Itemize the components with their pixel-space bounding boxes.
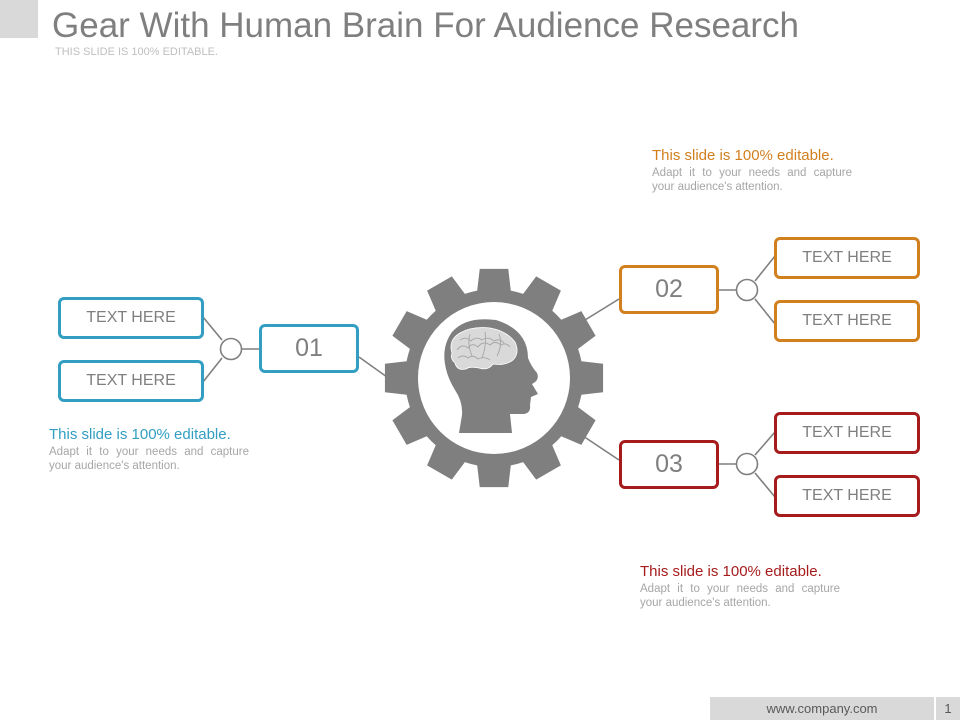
branch-03-note-heading: This slide is 100% editable. [640, 563, 822, 580]
branch-03-note-body: Adapt it to your needs and capture your … [640, 583, 840, 609]
connector-lines [202, 255, 776, 498]
branch-02-item-2[interactable]: TEXT HERE [774, 300, 920, 342]
branch-01-item-2[interactable]: TEXT HERE [58, 360, 204, 402]
branch-03-item-1[interactable]: TEXT HERE [774, 412, 920, 454]
junction-node [735, 452, 759, 476]
junction-nodes [219, 278, 759, 476]
slide-subtitle: THIS SLIDE IS 100% EDITABLE. [55, 46, 219, 58]
connector-line [754, 298, 776, 325]
gear-icon [384, 268, 604, 488]
connector-line [358, 356, 388, 378]
connector-line [582, 435, 620, 461]
brain-icon [450, 327, 518, 370]
connector-line [754, 431, 776, 456]
branch-02-number[interactable]: 02 [619, 265, 719, 314]
branch-01-item-1[interactable]: TEXT HERE [58, 297, 204, 339]
connector-line [202, 357, 223, 383]
connector-line [202, 316, 223, 341]
footer-website[interactable]: www.company.com [710, 697, 934, 720]
connector-line [754, 472, 776, 498]
branch-03-number[interactable]: 03 [619, 440, 719, 489]
junction-node [219, 337, 243, 361]
branch-01-number[interactable]: 01 [259, 324, 359, 373]
branch-03-note: This slide is 100% editable. Adapt it to… [640, 563, 852, 610]
branch-01-note-heading: This slide is 100% editable. [49, 426, 231, 443]
branch-01-note-body: Adapt it to your needs and capture your … [49, 446, 249, 472]
page-number: 1 [934, 697, 960, 720]
branch-02-note-heading: This slide is 100% editable. [652, 147, 834, 164]
slide-title: Gear With Human Brain For Audience Resea… [52, 6, 799, 45]
connector-line [754, 255, 776, 282]
branch-03-item-2[interactable]: TEXT HERE [774, 475, 920, 517]
corner-accent [0, 0, 38, 38]
branch-02-item-1[interactable]: TEXT HERE [774, 237, 920, 279]
branch-02-note-body: Adapt it to your needs and capture your … [652, 167, 852, 193]
junction-node [735, 278, 759, 302]
branch-01-note: This slide is 100% editable. Adapt it to… [49, 426, 261, 473]
connector-line [584, 298, 620, 321]
branch-02-note: This slide is 100% editable. Adapt it to… [652, 147, 864, 194]
